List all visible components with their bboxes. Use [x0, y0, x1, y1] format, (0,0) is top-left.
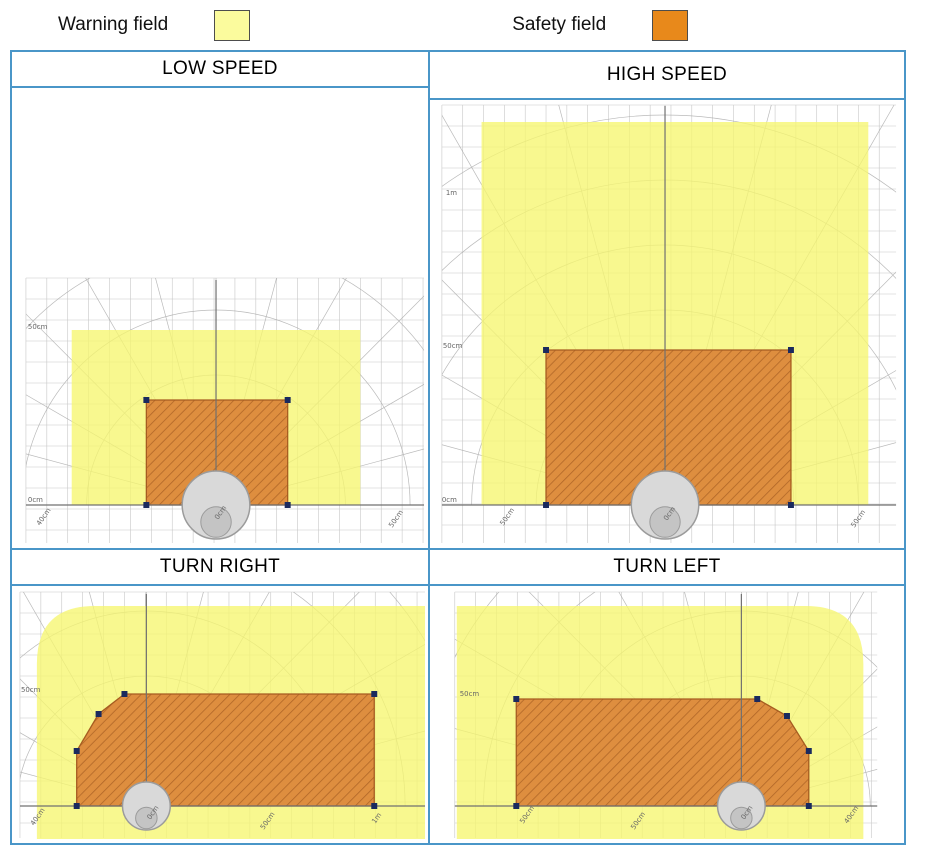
- warning-field-swatch: [214, 9, 251, 41]
- turn-left-title-text: TURN LEFT: [613, 556, 721, 577]
- svg-text:50cm: 50cm: [443, 342, 463, 350]
- high-speed-title-text: HIGH SPEED: [606, 64, 728, 85]
- svg-text:0cm: 0cm: [28, 496, 43, 504]
- legend-item-warning: Warning field: [58, 9, 251, 41]
- board-left-column: LOW SPEED 50cm 0cm 40cm 0cm 50cm TURN RIGHT …: [12, 52, 428, 843]
- low-speed-title-text: LOW SPEED: [162, 58, 278, 79]
- legend: Warning field Safety field: [0, 0, 932, 50]
- svg-text:50cm: 50cm: [21, 686, 41, 694]
- safety-field-label: Safety field: [512, 14, 607, 35]
- svg-text:40cm: 40cm: [35, 506, 53, 527]
- panel-title-high-speed: HIGH SPEED: [430, 52, 904, 100]
- board-right-column: HIGH SPEED 1m 50cm 0cm 50cm 0cm 50cm TURN LEF…: [428, 52, 904, 843]
- safety-field-swatch: [652, 9, 689, 41]
- panel-title-turn-right: TURN RIGHT: [12, 548, 428, 586]
- svg-text:1m: 1m: [446, 189, 457, 197]
- panel-title-low-speed: LOW SPEED: [12, 52, 428, 88]
- diagram-board: LOW SPEED 50cm 0cm 40cm 0cm 50cm TURN RIGHT …: [10, 50, 906, 845]
- panel-title-turn-left: TURN LEFT: [430, 548, 904, 586]
- legend-item-safety: Safety field: [512, 9, 689, 41]
- diagram-low-speed: 50cm 0cm 40cm 0cm 50cm: [12, 88, 428, 548]
- turn-right-title-text: TURN RIGHT: [159, 556, 281, 577]
- svg-text:0cm: 0cm: [442, 496, 457, 504]
- diagram-high-speed: 1m 50cm 0cm 50cm 0cm 50cm: [430, 100, 904, 548]
- warning-field-label: Warning field: [58, 14, 169, 35]
- diagram-turn-right: 50cm 40cm 0cm 50cm 1m: [12, 586, 428, 843]
- svg-text:50cm: 50cm: [28, 323, 48, 331]
- svg-text:50cm: 50cm: [460, 690, 480, 698]
- svg-text:50cm: 50cm: [498, 506, 516, 527]
- diagram-turn-left: 50cm 50cm 50cm 0cm 40cm: [430, 586, 904, 843]
